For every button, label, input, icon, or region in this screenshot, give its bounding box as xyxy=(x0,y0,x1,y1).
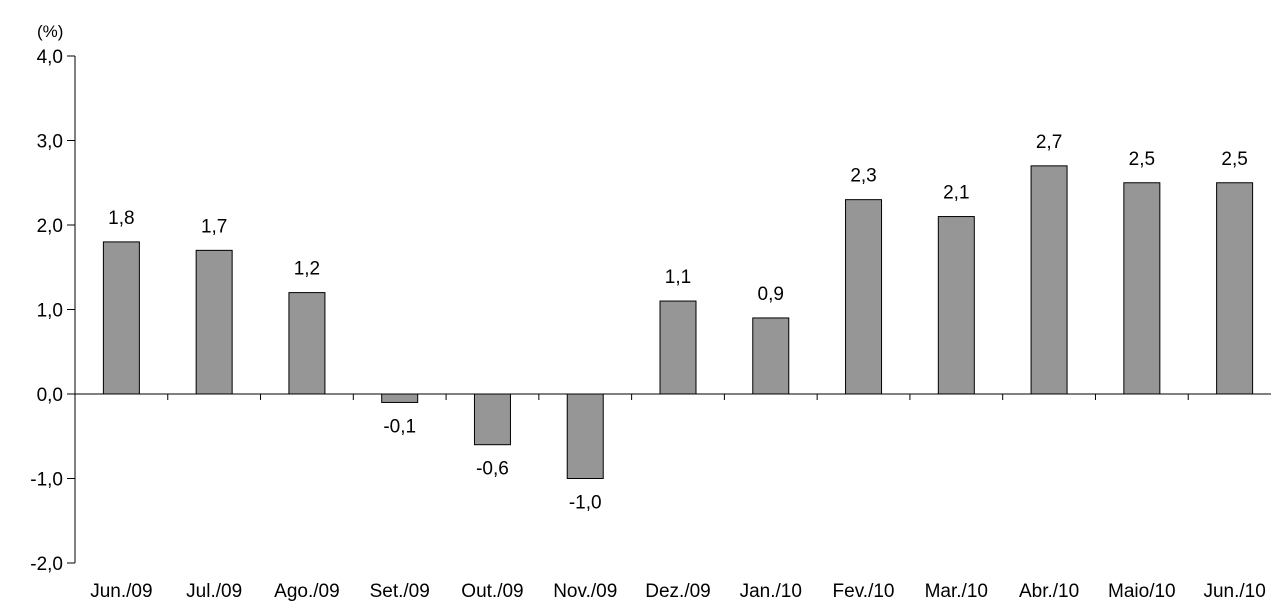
data-label: -0,6 xyxy=(476,459,509,480)
data-label: -1,0 xyxy=(569,493,602,514)
category-label: Nov./09 xyxy=(553,581,617,602)
data-labels: 1,8 1,7 1,2 -0,1 -0,6 -1,0 1,1 0,9 2,3 2,1 2,7 2,5 2… xyxy=(108,132,1248,514)
bar xyxy=(1216,182,1254,395)
category-label: Set./09 xyxy=(370,581,430,602)
category-label: Abr./10 xyxy=(1019,581,1079,602)
data-label: 2,1 xyxy=(943,183,969,204)
bar xyxy=(473,393,511,446)
x-axis: Jun./09 Jul./09 Ago./09 Set./09 Out./09 Nov./… xyxy=(75,393,1271,602)
bar xyxy=(1030,165,1068,395)
bar xyxy=(195,249,233,395)
category-label: Jan./10 xyxy=(740,581,802,602)
bar xyxy=(937,216,975,395)
data-label: 2,5 xyxy=(1221,149,1247,170)
data-label: 1,8 xyxy=(108,208,134,229)
data-label: 1,1 xyxy=(665,267,691,288)
bar xyxy=(845,199,883,395)
y-tick-label: 3,0 xyxy=(37,132,63,153)
category-label: Dez./09 xyxy=(645,581,710,602)
y-tick-label: 4,0 xyxy=(37,47,63,68)
bar xyxy=(659,300,697,395)
bar xyxy=(102,241,140,395)
y-tick-label: -1,0 xyxy=(30,470,63,491)
y-axis: -2,0 -1,0 0,0 1,0 2,0 3,0 4,0 xyxy=(30,47,76,575)
category-label: Fev./10 xyxy=(833,581,895,602)
category-label: Mar./10 xyxy=(925,581,988,602)
category-label: Jul./09 xyxy=(186,581,242,602)
data-label: 2,7 xyxy=(1036,132,1062,153)
category-label: Out./09 xyxy=(461,581,523,602)
category-label: Ago./09 xyxy=(274,581,340,602)
category-label: Jun./09 xyxy=(90,581,152,602)
bar xyxy=(752,317,790,395)
bar xyxy=(288,292,326,395)
y-tick-label: 0,0 xyxy=(37,385,63,406)
data-label: 1,2 xyxy=(294,259,320,280)
data-label: 2,3 xyxy=(850,166,876,187)
data-label: 2,5 xyxy=(1129,149,1155,170)
bar xyxy=(381,393,419,403)
y-tick-label: 2,0 xyxy=(37,216,63,237)
category-label: Jun./10 xyxy=(1203,581,1265,602)
y-tick-label: -2,0 xyxy=(30,554,63,575)
data-label: 0,9 xyxy=(758,284,784,305)
category-label: Maio/10 xyxy=(1108,581,1176,602)
bars xyxy=(102,165,1254,479)
y-unit-label: (%) xyxy=(37,22,63,41)
bar xyxy=(566,393,604,479)
bar xyxy=(1123,182,1161,395)
y-tick-label: 1,0 xyxy=(37,301,63,322)
data-label: 1,7 xyxy=(201,216,227,237)
data-label: -0,1 xyxy=(383,416,416,437)
